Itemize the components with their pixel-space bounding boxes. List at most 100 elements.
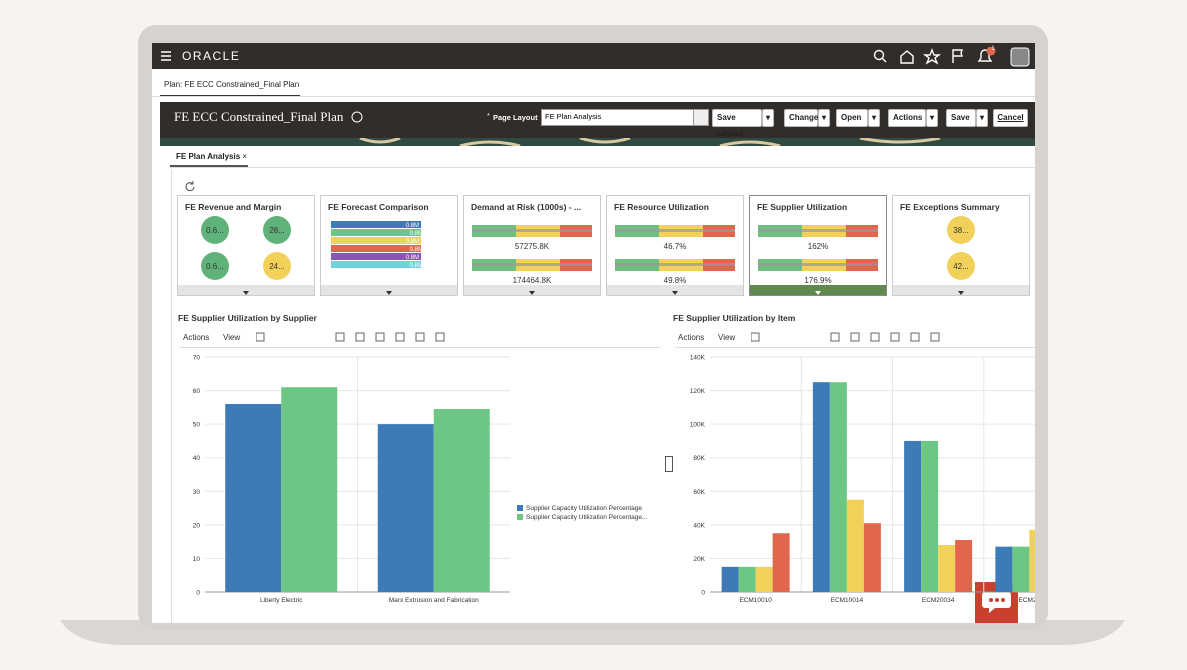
y-tick-label: 60K [693,489,705,496]
toolbar-icon[interactable] [395,332,405,342]
tile[interactable]: FE Forecast Comparison 0.8M 0.8M 0.8M 0.8M 0.… [320,195,458,296]
dropdown-button[interactable]: ▾ [818,109,830,127]
tile[interactable]: FE Revenue and Margin 0.6... 28... 0.6... 24… [177,195,315,296]
button[interactable]: Cancel [993,109,1028,127]
help-icon[interactable] [351,111,363,123]
toolbar-item[interactable]: View [718,333,736,342]
button[interactable]: Save [946,109,976,127]
y-tick-label: 100K [690,422,706,429]
toolbar-icon[interactable] [850,332,860,342]
button[interactable]: Actions [888,109,926,127]
tab-underline [170,165,248,167]
bar [938,545,956,592]
tile[interactable]: FE Resource Utilization 46.7% 49.8% [606,195,744,296]
logo[interactable]: ORACLE [182,49,241,63]
toolbar-icon[interactable] [930,332,940,342]
toolbar-icon[interactable] [355,332,365,342]
toolbar-icon[interactable] [751,332,760,342]
dropdown-button[interactable]: ▾ [868,109,880,127]
y-tick-label: 80K [693,455,705,462]
tile-footer [321,285,457,295]
toolbar-icon[interactable] [375,332,385,342]
tile-graphic: 38... 42... [947,216,975,280]
toolbar-icon[interactable] [256,332,265,342]
tile-footer [464,285,600,295]
breadcrumb[interactable]: Plan: FE ECC Constrained_Final Plan [164,80,300,89]
toolbar-icon[interactable] [890,332,900,342]
tab-divider [170,167,1035,168]
tile[interactable]: FE Supplier Utilization 162% 176.9% [749,195,887,296]
toolbar-item[interactable]: Actions [678,333,705,342]
legend-swatch [517,514,523,520]
status-circle [947,216,975,244]
legend-label: Supplier Capacity Utilization Percentage [526,505,642,512]
tile[interactable]: Demand at Risk (1000s) - ... 57275.8K 1744… [463,195,601,296]
bar-label: 0.8M [406,255,419,261]
tile-graphic: 57275.8K 174464.8K [472,225,592,285]
tile-title: FE Resource Utilization [614,202,709,212]
bar [772,533,790,592]
button[interactable]: Change [784,109,818,127]
y-tick-label: 0 [196,590,200,597]
y-tick-label: 20K [693,556,705,563]
bar [995,546,1013,592]
screen: ORACLE 1 Plan: FE ECC Constrained_Final … [152,43,1035,623]
toolbar-divider [675,347,1035,348]
meter-label: 174464.8K [513,276,552,285]
dropdown-button[interactable]: ▾ [762,109,774,127]
toolbar-icon[interactable] [830,332,840,342]
forecast-bar [331,237,421,244]
toolbar-icon[interactable] [910,332,920,342]
content-panel [171,170,1032,623]
bar [281,387,338,592]
toolbar-icon[interactable] [415,332,425,342]
meter-track [472,229,592,232]
tile-graphic: 0.6... 28... 0.6... 24... [201,216,291,280]
button[interactable]: Open [836,109,868,127]
bar-label: 0.8M [406,239,419,245]
chart-title: FE Supplier Utilization by Item [673,313,796,323]
forecast-bar [331,261,421,268]
x-tick-label: ECM10010 [739,597,772,604]
dropdown-button[interactable]: ▾ [976,109,988,127]
toolbar-icon[interactable] [870,332,880,342]
layout-select[interactable]: FE Plan Analysis [541,109,709,126]
toolbar-icon[interactable] [435,332,445,342]
meter-track [472,263,592,266]
plan-title: FE ECC Constrained_Final Plan [174,109,344,124]
toolbar-icon[interactable] [335,332,345,342]
forecast-bar [331,229,421,236]
tab[interactable]: FE Plan Analysis × [176,152,248,161]
bar-chart: 0 10 20 30 40 50 60 70 Liberty Electric Marx Extr… [193,355,648,605]
meter-label: 46.7% [664,242,687,251]
splitter[interactable] [665,456,673,472]
status-circle [201,216,229,244]
refresh-icon[interactable] [184,180,196,192]
toolbar-divider [180,347,660,348]
circle-label: 38... [953,226,969,235]
chart-title: FE Supplier Utilization by Supplier [178,313,317,323]
x-tick-label: Liberty Electric [260,597,303,604]
layout-label: Page Layout [493,113,538,122]
toolbar-icons [256,332,445,342]
toolbar-item[interactable]: View [223,333,241,342]
tile[interactable]: FE Exceptions Summary 38... 42... [892,195,1030,296]
meter-label: 57275.8K [515,242,550,251]
bar-chart: 0 20K 40K 60K 80K 100K 120K 140K ECM10010 ECM1001… [690,355,1035,604]
tile-graphic: 46.7% 49.8% [615,225,735,285]
bar-label: 0.8M [406,223,419,229]
meter-track [758,229,878,232]
required-mark: * [487,113,490,120]
dropdown-button[interactable]: ▾ [926,109,938,127]
bar [812,382,830,592]
toolbar-item[interactable]: Actions [183,333,210,342]
menu-icon[interactable] [160,50,172,62]
y-tick-label: 10 [193,556,201,563]
button[interactable]: Save Layout [712,109,762,138]
forecast-bar [331,245,421,252]
x-tick-label: ECM20 [1019,597,1035,604]
meter-track [615,229,735,232]
tile-footer [750,285,886,295]
tile-title: Demand at Risk (1000s) - ... [471,202,582,212]
y-tick-label: 50 [193,422,201,429]
